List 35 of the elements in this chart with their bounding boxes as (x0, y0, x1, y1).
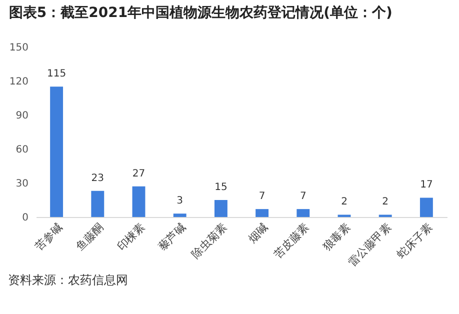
x-tick-label: 除虫菊素 (189, 220, 230, 262)
bar (91, 190, 104, 217)
bar (132, 186, 146, 217)
bar (173, 214, 186, 217)
bar (420, 198, 433, 217)
chart-title: 图表5：截至2021年中国植物源生物农药登记情况(单位：个) (8, 5, 392, 21)
bar (296, 209, 310, 217)
bar (214, 200, 228, 217)
y-tick-label: 60 (16, 144, 28, 156)
y-tick-label: 150 (9, 42, 28, 54)
text: 资料来源：农药信息网 (7, 272, 129, 289)
data-label: 7 (300, 191, 306, 202)
x-tick-label: 狼毒素 (320, 220, 353, 254)
data-label: 7 (258, 191, 266, 202)
data-label: 115 (47, 68, 66, 80)
x-tick-label: 苦皮藤素 (271, 220, 312, 262)
data-label: 17 (420, 180, 433, 191)
data-label: 27 (132, 168, 146, 180)
data-label: 2 (341, 196, 348, 208)
data-label: 23 (91, 172, 104, 184)
y-tick-label: 90 (16, 110, 28, 122)
x-tick-label: 鱼藤酮 (74, 220, 106, 254)
data-label: 3 (176, 196, 184, 207)
y-tick-label: 30 (16, 178, 28, 190)
y-tick-label: 120 (9, 76, 28, 88)
x-tick-label: 印楝素 (114, 220, 148, 254)
x-tick-label: 苦参碱 (32, 220, 66, 254)
y-tick-label: 0 (22, 212, 28, 224)
x-tick-label: 蛇床子素 (394, 220, 435, 262)
x-tick-label: 藜芦碱 (156, 220, 188, 254)
bar (50, 86, 64, 217)
data-label: 15 (214, 182, 228, 193)
data-label: 2 (382, 196, 389, 208)
x-tick-label: 烟碱 (246, 220, 271, 246)
bar (256, 209, 269, 217)
